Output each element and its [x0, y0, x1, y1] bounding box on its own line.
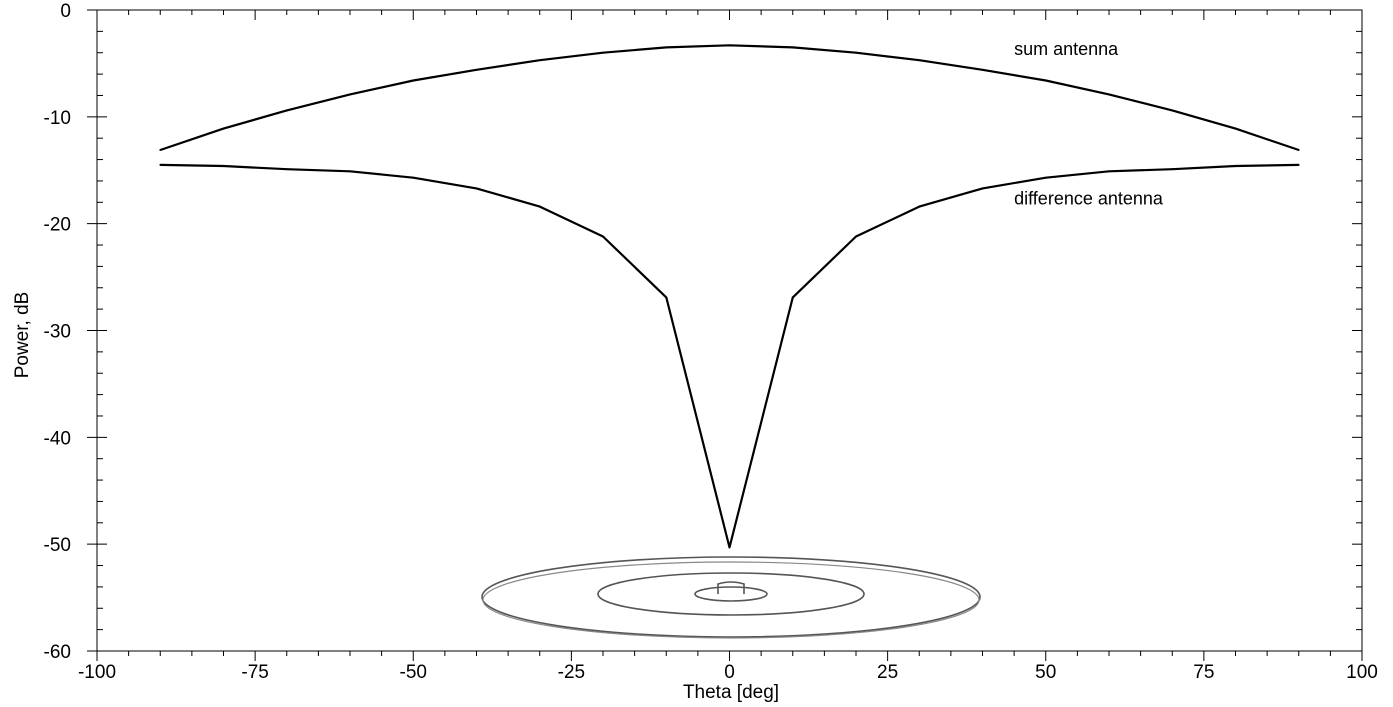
- series-1-point: [728, 44, 731, 47]
- series-2-point: [602, 235, 604, 238]
- x-tick-label: 50: [1035, 662, 1056, 683]
- disc-antenna-illustration: [481, 556, 981, 639]
- x-tick-label: -100: [78, 662, 116, 683]
- y-tick-label: 0: [60, 1, 71, 22]
- series-2-point: [981, 187, 984, 190]
- series-1-point: [285, 109, 288, 112]
- x-tick-label: 100: [1346, 662, 1378, 683]
- annotation-label: sum antenna: [1014, 39, 1119, 59]
- annotation-label: difference antenna: [1014, 188, 1164, 208]
- series-layer: [159, 44, 1300, 549]
- series-2-point: [475, 187, 478, 190]
- series-2-point: [349, 170, 351, 173]
- x-tick-label: -75: [241, 662, 268, 683]
- plot-frame: [96, 9, 1363, 652]
- x-tick-label: -50: [400, 662, 427, 683]
- series-2-point: [285, 168, 288, 171]
- y-axis-title: Power, dB: [12, 292, 33, 379]
- y-tick-label: -60: [44, 642, 71, 663]
- series-2-point: [1234, 165, 1237, 167]
- x-tick-label: 25: [877, 662, 898, 683]
- series-1-point: [1044, 79, 1047, 82]
- series-line-2: [160, 163, 1299, 549]
- series-2-point: [855, 235, 857, 238]
- y-tick-label: -10: [44, 108, 71, 129]
- series-1-point: [538, 59, 541, 62]
- series-1-point: [1297, 149, 1300, 151]
- series-2-point: [1108, 170, 1110, 173]
- annotations: sum antenna difference antenna: [1014, 39, 1164, 209]
- x-axis-title: Theta [deg]: [683, 682, 779, 703]
- y-tick-label: -50: [44, 535, 71, 556]
- series-1-point: [1234, 127, 1237, 130]
- series-1-point: [475, 68, 478, 71]
- series-1-point: [349, 93, 351, 96]
- series-1-point: [791, 46, 794, 49]
- series-2-point: [1297, 164, 1300, 166]
- y-tick-label: -40: [44, 428, 71, 449]
- series-1-point: [222, 127, 225, 130]
- y-tick-labels: 0 -10 -20 -30 -40 -50 -60: [44, 1, 71, 663]
- series-1-point: [159, 149, 162, 151]
- y-tick-label: -30: [44, 322, 71, 343]
- series-1-point: [1108, 93, 1110, 96]
- series-2-point: [791, 296, 794, 299]
- series-2-point: [412, 176, 415, 179]
- series-1-point: [918, 59, 921, 62]
- series-line-1: [159, 44, 1300, 152]
- x-tick-labels: -100 -75 -50 -25 0 25 50 75 100: [78, 662, 1378, 683]
- series-2-point: [538, 205, 541, 208]
- y-tick-label: -20: [44, 215, 71, 236]
- series-1-point: [602, 51, 604, 54]
- series-2-point: [1044, 176, 1047, 179]
- series-1-point: [981, 68, 984, 71]
- major-ticks: [87, 9, 1363, 661]
- series-1-point: [412, 79, 415, 82]
- series-2-point: [728, 546, 731, 549]
- series-1-point: [855, 51, 857, 54]
- series-2-point: [665, 296, 668, 299]
- x-tick-label: -25: [558, 662, 585, 683]
- series-2-point: [159, 164, 162, 166]
- series-2-point: [1171, 168, 1174, 171]
- x-tick-label: 0: [724, 662, 735, 683]
- minor-ticks: [97, 10, 1362, 656]
- series-1-point: [665, 46, 668, 49]
- series-2-point: [918, 205, 921, 208]
- series-1-point: [1171, 109, 1174, 112]
- x-tick-label: 75: [1193, 662, 1214, 683]
- series-2-point: [222, 165, 225, 167]
